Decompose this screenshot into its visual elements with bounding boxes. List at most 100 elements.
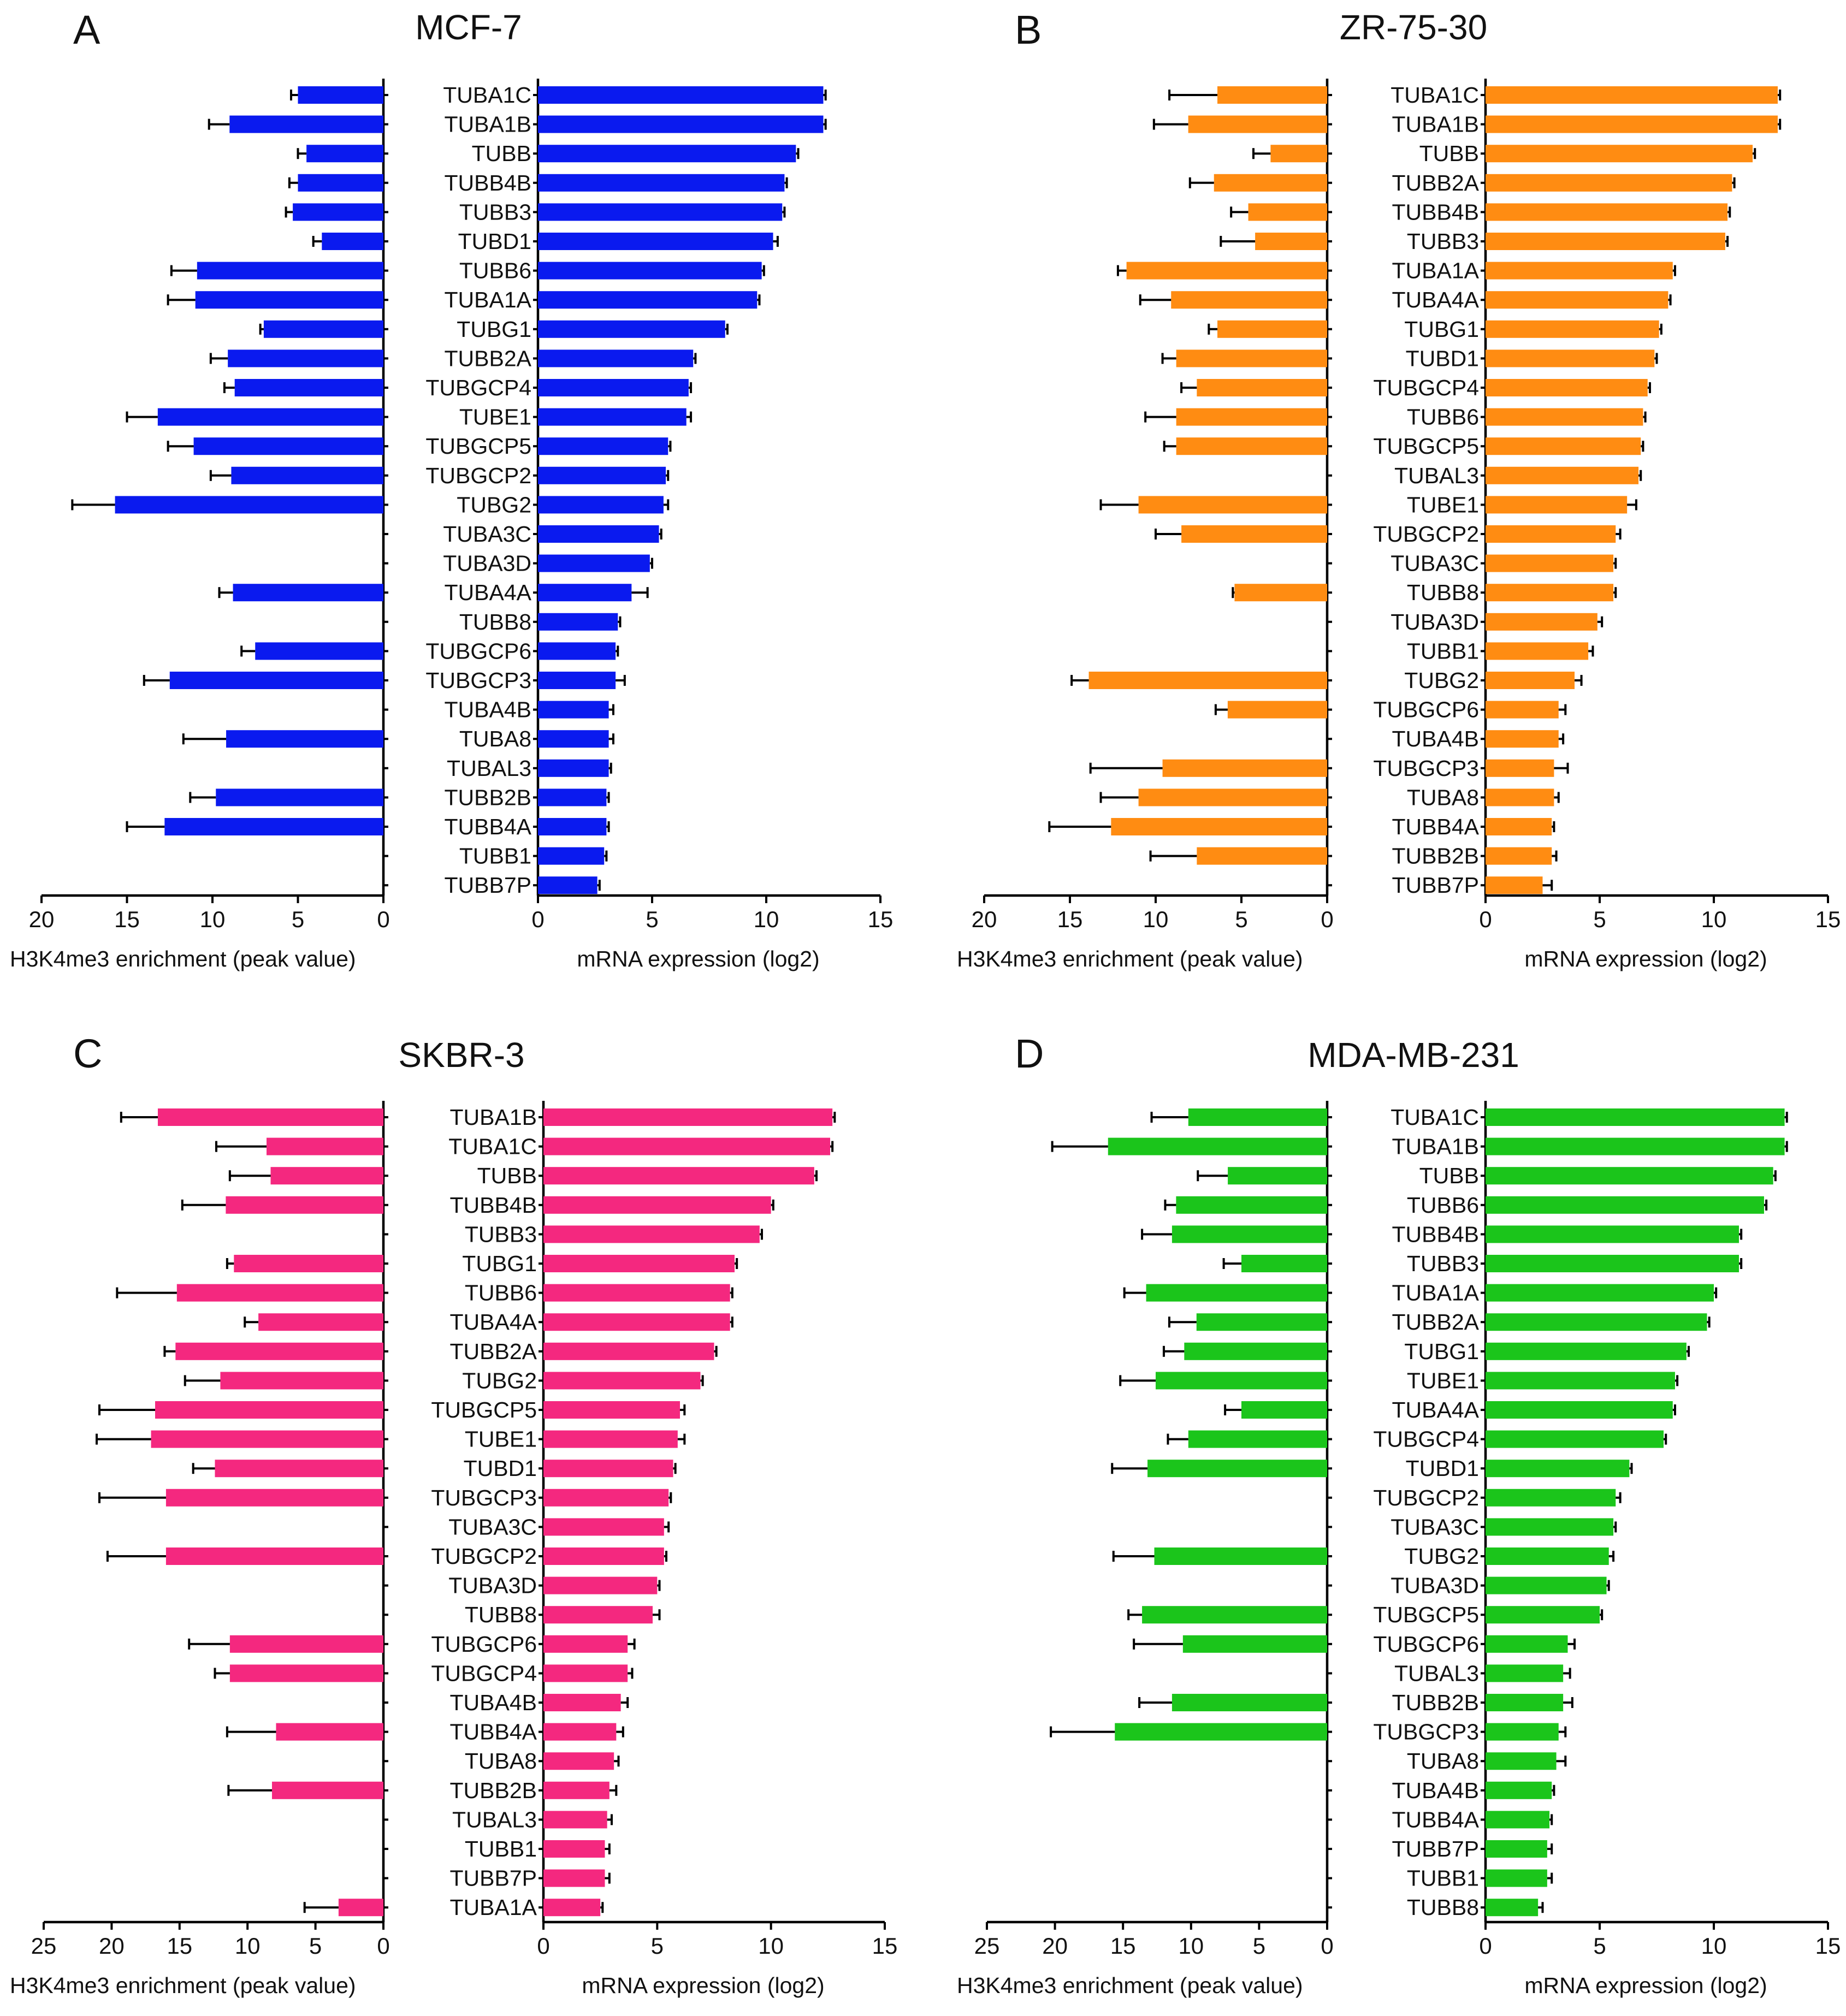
h3k4me3-bar (255, 642, 383, 660)
right-x-tick-label: 5 (646, 906, 658, 932)
h3k4me3-bar (1228, 1167, 1327, 1185)
left-x-axis-title: H3K4me3 enrichment (peak value) (10, 1973, 356, 1998)
right-x-tick-label: 5 (1593, 1933, 1606, 1959)
right-x-tick-label: 0 (1479, 1933, 1492, 1959)
gene-label: TUBGCP5 (1373, 434, 1479, 459)
panel-d: D MDA-MB-231 TUBA1C TUBA1B TUBB TUBB6 TUBB4B TU… (957, 1031, 1841, 1998)
h3k4me3-bar (1176, 408, 1327, 426)
h3k4me3-bar (229, 115, 383, 133)
left-x-tick-label: 5 (309, 1933, 322, 1959)
mrna-bar (1486, 1313, 1707, 1331)
left-x-tick-label: 0 (1321, 1933, 1333, 1959)
mrna-bar (538, 847, 605, 865)
right-x-tick-label: 10 (758, 1933, 784, 1959)
gene-label: TUBA4B (445, 697, 532, 722)
mrna-bar (543, 1225, 760, 1243)
mrna-bar (538, 584, 632, 602)
panel-title: MDA-MB-231 (1307, 1035, 1519, 1075)
h3k4me3-bar (1156, 1372, 1327, 1390)
mrna-bar (1486, 1401, 1673, 1419)
panel-letter: D (1015, 1031, 1044, 1076)
h3k4me3-bar (1241, 1401, 1327, 1419)
h3k4me3-bar (233, 584, 383, 602)
gene-label: TUBB4B (1392, 199, 1480, 224)
h3k4me3-bar (1197, 847, 1327, 865)
gene-label: TUBAL3 (1394, 1661, 1479, 1686)
mrna-bar (1486, 408, 1643, 426)
gene-label: TUBB1 (465, 1836, 537, 1861)
gene-label: TUBA1A (450, 1895, 537, 1920)
mrna-bar (538, 437, 668, 455)
h3k4me3-bar (1184, 1342, 1327, 1360)
gene-label: TUBA1B (1392, 112, 1480, 137)
h3k4me3-bar (1147, 1460, 1327, 1478)
mrna-bar (1486, 1518, 1614, 1536)
mrna-bar (1486, 1899, 1539, 1917)
mrna-bar (1486, 1108, 1785, 1126)
mrna-bar (538, 379, 689, 396)
gene-label: TUBG2 (462, 1368, 537, 1393)
gene-label: TUBB2B (445, 785, 532, 810)
left-x-tick-label: 5 (1253, 1933, 1265, 1959)
left-x-tick-label: 5 (292, 906, 304, 932)
h3k4me3-bar (195, 291, 383, 309)
gene-label: TUBA4B (1392, 726, 1480, 751)
gene-label: TUBA1C (1391, 82, 1479, 108)
h3k4me3-bar (1182, 1635, 1327, 1653)
mrna-bar (1486, 672, 1575, 689)
h3k4me3-bar (216, 788, 383, 807)
mrna-bar (538, 730, 609, 748)
h3k4me3-bar (322, 233, 383, 250)
mrna-bar (1486, 1752, 1557, 1770)
h3k4me3-bar (165, 1547, 383, 1565)
mrna-bar (1486, 1489, 1616, 1507)
left-x-tick-label: 10 (1178, 1933, 1204, 1959)
gene-label: TUBA1B (1392, 1134, 1480, 1159)
gene-label: TUBA8 (465, 1748, 537, 1774)
mrna-bar (1486, 115, 1778, 133)
mrna-bar (538, 525, 659, 543)
gene-label: TUBG1 (1404, 317, 1479, 342)
left-x-tick-label: 5 (1235, 906, 1247, 932)
mrna-bar (1486, 554, 1614, 572)
gene-label: TUBB6 (1407, 405, 1479, 430)
mrna-bar (538, 86, 824, 104)
h3k4me3-bar (1196, 1313, 1327, 1331)
left-x-tick-label: 15 (167, 1933, 192, 1959)
right-x-tick-label: 0 (531, 906, 544, 932)
mrna-bar (1486, 1606, 1600, 1624)
gene-label: TUBA3C (443, 521, 531, 547)
h3k4me3-bar (193, 437, 383, 455)
gene-label: TUBGCP2 (1373, 521, 1479, 547)
gene-label: TUBA4B (450, 1690, 537, 1715)
gene-label: TUBA3C (1391, 551, 1479, 576)
h3k4me3-bar (1171, 291, 1327, 309)
gene-label: TUBGCP3 (1373, 1719, 1479, 1745)
right-x-tick-label: 10 (754, 906, 779, 932)
left-x-axis-title: H3K4me3 enrichment (peak value) (957, 946, 1303, 971)
left-x-tick-label: 20 (99, 1933, 125, 1959)
gene-label: TUBB8 (1407, 580, 1479, 605)
h3k4me3-bar (155, 1401, 383, 1419)
gene-label: TUBGCP5 (1373, 1602, 1479, 1627)
gene-label: TUBG2 (457, 492, 531, 517)
left-x-tick-label: 10 (1143, 906, 1169, 932)
right-x-axis-title: mRNA expression (log2) (1524, 1973, 1767, 1998)
right-x-tick-label: 15 (1815, 906, 1841, 932)
gene-label: TUBAL3 (1394, 463, 1479, 488)
mrna-bar (538, 233, 773, 250)
gene-label: TUBAL3 (447, 756, 531, 781)
gene-label: TUBGCP2 (1373, 1485, 1479, 1510)
mrna-bar (543, 1635, 628, 1653)
panel-letter: C (73, 1031, 102, 1076)
h3k4me3-bar (263, 320, 383, 338)
h3k4me3-bar (1255, 233, 1327, 250)
gene-label: TUBB7P (1392, 873, 1480, 898)
gene-label: TUBA8 (459, 726, 531, 751)
gene-label: TUBA1C (1391, 1105, 1479, 1130)
gene-label: TUBGCP2 (425, 463, 531, 488)
mrna-bar (543, 1723, 617, 1741)
h3k4me3-bar (1176, 1196, 1327, 1214)
right-x-tick-label: 5 (651, 1933, 664, 1959)
mrna-bar (1486, 291, 1668, 309)
